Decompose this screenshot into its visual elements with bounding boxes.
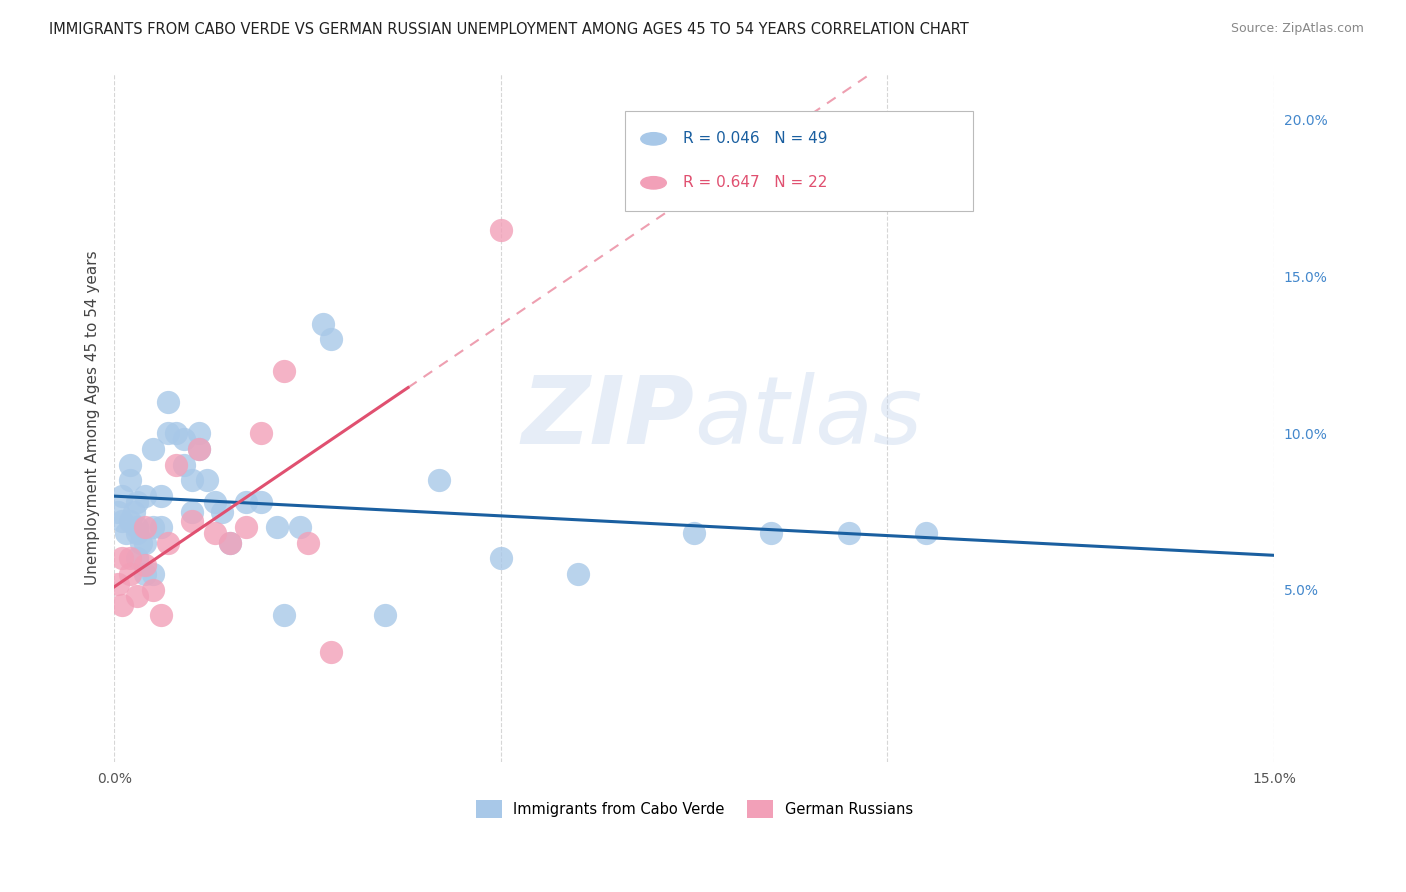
- Point: [235, 495, 257, 509]
- Point: [107, 576, 129, 591]
- Point: [149, 607, 172, 622]
- Point: [127, 589, 149, 603]
- Text: R = 0.046   N = 49: R = 0.046 N = 49: [682, 131, 827, 146]
- Point: [149, 520, 172, 534]
- Point: [427, 473, 450, 487]
- Point: [157, 536, 180, 550]
- Point: [165, 426, 187, 441]
- Point: [134, 489, 156, 503]
- Point: [288, 520, 311, 534]
- Point: [180, 514, 202, 528]
- Point: [111, 514, 134, 528]
- Point: [180, 473, 202, 487]
- Point: [118, 473, 141, 487]
- Point: [111, 489, 134, 503]
- Point: [489, 222, 512, 236]
- Point: [312, 317, 335, 331]
- Point: [235, 520, 257, 534]
- Point: [165, 458, 187, 472]
- Point: [250, 495, 273, 509]
- Point: [142, 582, 165, 597]
- Point: [118, 514, 141, 528]
- Point: [273, 363, 295, 377]
- Point: [118, 458, 141, 472]
- Ellipse shape: [641, 133, 666, 145]
- Point: [118, 551, 141, 566]
- Point: [219, 536, 242, 550]
- Point: [142, 520, 165, 534]
- Point: [489, 551, 512, 566]
- Point: [188, 442, 211, 456]
- Y-axis label: Unemployment Among Ages 45 to 54 years: Unemployment Among Ages 45 to 54 years: [86, 251, 100, 585]
- Point: [180, 504, 202, 518]
- Point: [915, 526, 938, 541]
- Text: R = 0.647   N = 22: R = 0.647 N = 22: [682, 176, 827, 190]
- Point: [122, 504, 145, 518]
- Point: [188, 426, 211, 441]
- Point: [157, 426, 180, 441]
- Point: [142, 567, 165, 582]
- Point: [111, 551, 134, 566]
- Point: [319, 645, 342, 659]
- Point: [114, 526, 136, 541]
- Point: [683, 526, 706, 541]
- Point: [134, 567, 156, 582]
- Point: [204, 526, 226, 541]
- Point: [838, 526, 860, 541]
- Ellipse shape: [641, 177, 666, 189]
- Point: [134, 558, 156, 572]
- Point: [250, 426, 273, 441]
- Point: [297, 536, 319, 550]
- Point: [188, 442, 211, 456]
- Point: [319, 332, 342, 346]
- Text: ZIP: ZIP: [522, 372, 695, 464]
- Point: [142, 442, 165, 456]
- Point: [157, 395, 180, 409]
- Point: [107, 504, 129, 518]
- FancyBboxPatch shape: [624, 111, 973, 211]
- Text: atlas: atlas: [695, 372, 922, 463]
- Point: [761, 526, 783, 541]
- Point: [149, 489, 172, 503]
- Point: [134, 536, 156, 550]
- Point: [211, 504, 233, 518]
- Point: [219, 536, 242, 550]
- Point: [273, 607, 295, 622]
- Point: [567, 567, 589, 582]
- Point: [127, 526, 149, 541]
- Text: IMMIGRANTS FROM CABO VERDE VS GERMAN RUSSIAN UNEMPLOYMENT AMONG AGES 45 TO 54 YE: IMMIGRANTS FROM CABO VERDE VS GERMAN RUS…: [49, 22, 969, 37]
- Legend: Immigrants from Cabo Verde, German Russians: Immigrants from Cabo Verde, German Russi…: [470, 794, 918, 823]
- Text: Source: ZipAtlas.com: Source: ZipAtlas.com: [1230, 22, 1364, 36]
- Point: [266, 520, 288, 534]
- Point: [173, 458, 195, 472]
- Point: [127, 495, 149, 509]
- Point: [111, 599, 134, 613]
- Point: [204, 495, 226, 509]
- Point: [127, 551, 149, 566]
- Point: [195, 473, 218, 487]
- Point: [134, 520, 156, 534]
- Point: [118, 567, 141, 582]
- Point: [173, 433, 195, 447]
- Point: [127, 520, 149, 534]
- Point: [129, 536, 152, 550]
- Point: [374, 607, 396, 622]
